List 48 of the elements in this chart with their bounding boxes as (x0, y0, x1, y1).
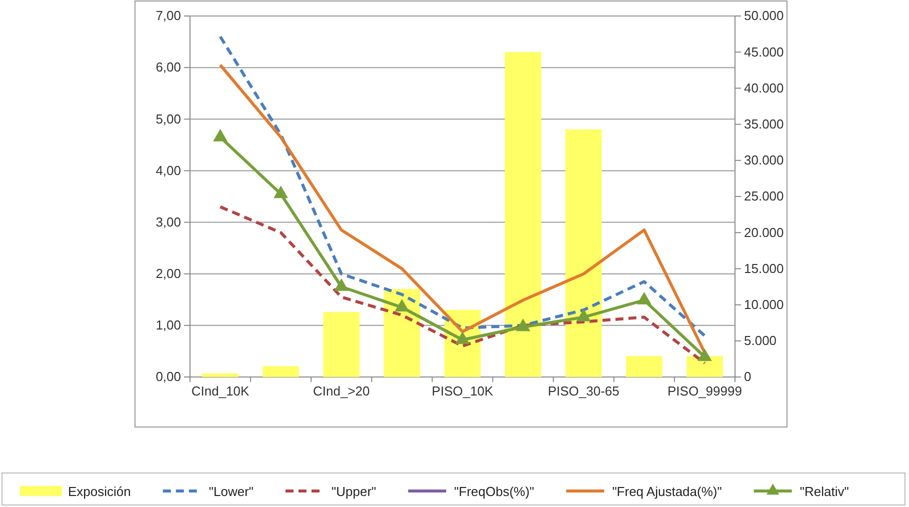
legend-label: "Freq Ajustada(%)" (612, 484, 722, 499)
bar (686, 356, 723, 377)
y2-tick-label: 35.000 (744, 116, 784, 132)
point (213, 128, 228, 142)
point (334, 278, 349, 291)
y-tick-label: 2,00 (156, 266, 181, 282)
bar (323, 312, 360, 377)
bar (202, 373, 238, 377)
y-tick-label: 1,00 (156, 318, 181, 333)
bar (504, 52, 542, 377)
legend-label: Exposición (68, 484, 131, 499)
y-tick-label: 0,00 (156, 369, 181, 384)
bar (626, 356, 662, 377)
line-series (218, 205, 706, 365)
point (698, 348, 712, 362)
y2-tick-label: 0 (744, 369, 752, 384)
y2-tick-label: 30.000 (744, 152, 784, 168)
y-tick-label: 7,00 (156, 8, 181, 24)
legend-label: "FreqObs(%)" (454, 484, 535, 499)
x-tick-label: PISO_99999 (667, 384, 742, 399)
legend-label: "Relativ" (800, 484, 850, 499)
y-tick-label: 3,00 (156, 214, 181, 230)
bar (565, 129, 602, 377)
y2-tick-label: 15.000 (744, 260, 784, 276)
y2-tick-label: 45.000 (744, 44, 784, 60)
point (394, 299, 410, 312)
point (636, 292, 652, 304)
legend-label: "Upper" (332, 484, 377, 499)
y-tick-label: 6,00 (156, 60, 181, 75)
y2-tick-label: 20.000 (744, 224, 784, 240)
bar (262, 366, 299, 377)
y2-tick-label: 10.000 (744, 296, 784, 312)
bar (384, 288, 420, 377)
point (576, 308, 591, 322)
x-tick-label: PISO_10K (432, 384, 494, 399)
y2-tick-label: 25.000 (744, 188, 784, 204)
x-tick-label: PISO_30-65 (548, 384, 620, 399)
x-tick-label: CInd_>20 (313, 384, 370, 399)
point (274, 186, 288, 198)
point (455, 332, 470, 344)
y-tick-label: 5,00 (156, 111, 181, 126)
y2-tick-label: 40.000 (744, 80, 784, 96)
y2-tick-label: 5.000 (744, 333, 777, 348)
legend-label: "Lower" (208, 484, 254, 499)
point (516, 318, 530, 332)
y-tick-label: 4,00 (156, 162, 181, 178)
y2-tick-label: 50.000 (744, 8, 784, 24)
x-tick-label: CInd_10K (191, 384, 250, 399)
